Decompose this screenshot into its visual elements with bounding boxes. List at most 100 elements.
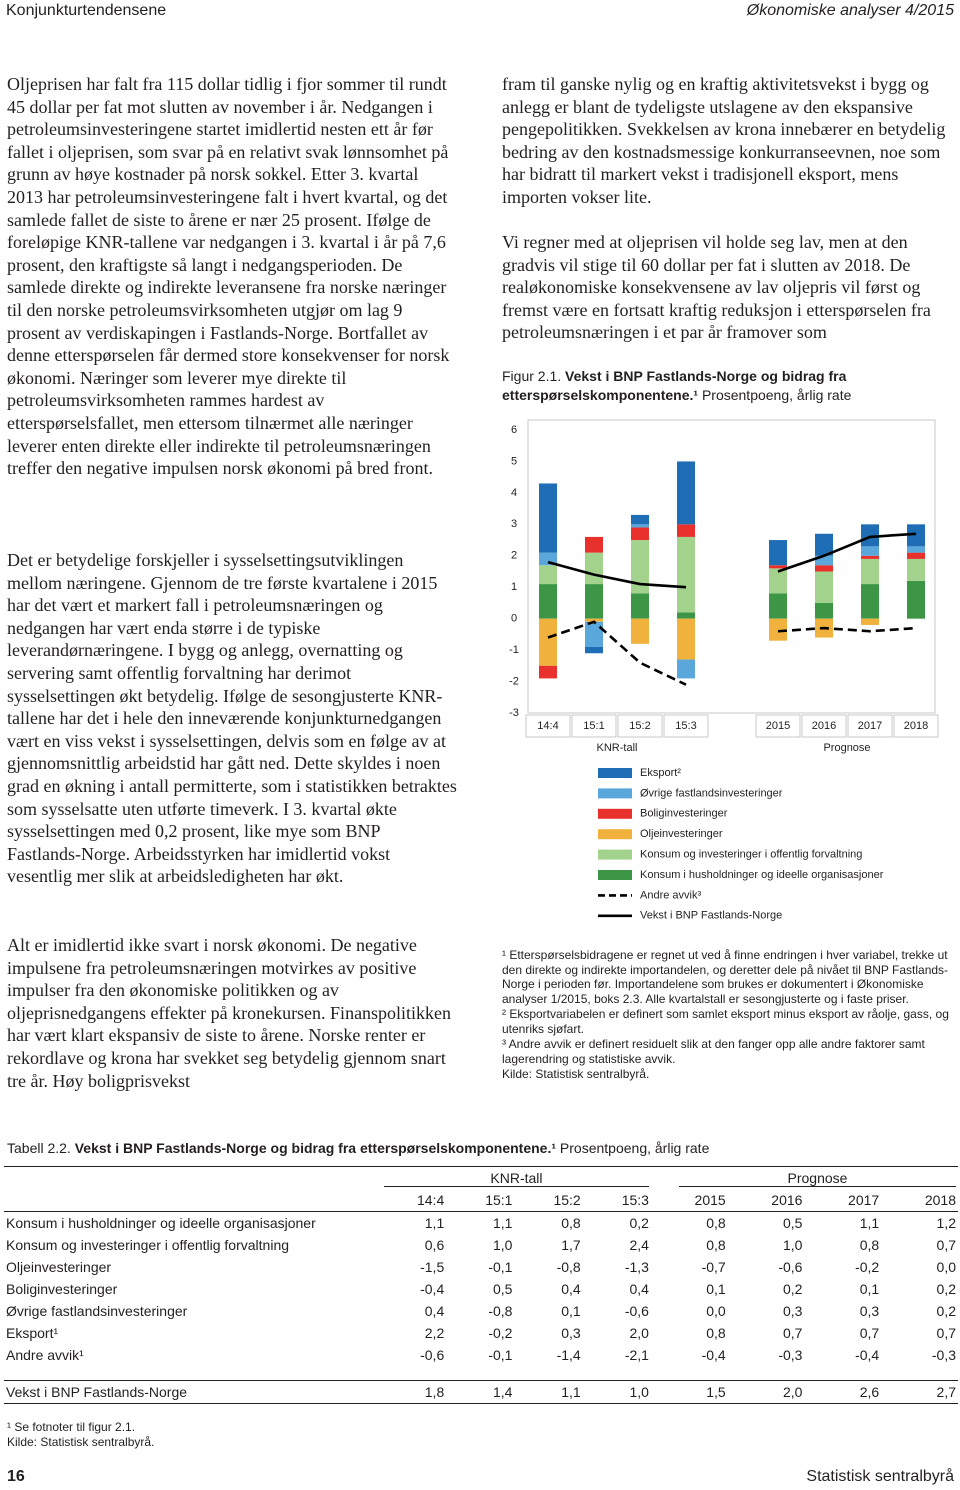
bar-segment xyxy=(585,584,603,619)
footnote: ¹ Etterspørselsbidragene er regnet ut ve… xyxy=(502,948,949,1006)
bar-segment xyxy=(631,618,649,644)
table-value: -1,5 xyxy=(420,1259,445,1275)
column-header: 2018 xyxy=(924,1192,956,1208)
chart: -3 -2 -1 0 1 2 3 4 5 6 14:4 15:1 15:2 15:3 2015 2016 201… xyxy=(509,419,939,922)
paragraph: Oljeprisen har falt fra 115 dollar tidli… xyxy=(7,74,450,479)
bar-segment xyxy=(539,584,557,619)
table-value: 0,4 xyxy=(561,1281,581,1297)
bar-segment xyxy=(861,618,879,625)
table-value: 0,5 xyxy=(782,1215,803,1231)
table-value: 1,0 xyxy=(629,1384,649,1400)
y-tick-label: 0 xyxy=(511,613,517,625)
row-label: Boliginvesteringer xyxy=(6,1281,118,1297)
table-value: 2,0 xyxy=(782,1384,803,1400)
group-header-text: Prognose xyxy=(678,1170,956,1187)
table-value: 0,8 xyxy=(706,1325,726,1341)
line xyxy=(547,560,687,589)
paragraph: fram til ganske nylig og en kraftig akti… xyxy=(502,74,946,207)
spacer-row xyxy=(4,1366,958,1381)
bar-segment xyxy=(815,571,833,603)
bar-segment xyxy=(815,602,833,619)
table-value: -0,1 xyxy=(488,1259,513,1275)
paragraph: Vi regner med at oljeprisen vil holde se… xyxy=(502,232,931,343)
table-value: 0,3 xyxy=(859,1303,880,1319)
bar-segment xyxy=(815,555,833,566)
table-value: 2,6 xyxy=(859,1384,880,1400)
column-header: 2015 xyxy=(694,1192,726,1208)
x-tick-label: 14:4 xyxy=(537,720,558,732)
running-head: Konjunkturtendensene xyxy=(6,2,167,19)
table: KNR-tall Prognose 14:4 15:1 15:2 15:3 2015 2016… xyxy=(4,1166,958,1404)
legend-label: Konsum i husholdninger og ideelle organi… xyxy=(640,869,884,881)
legend-label: Oljeinvesteringer xyxy=(640,828,723,840)
table-value: 0,7 xyxy=(936,1237,956,1253)
bar-segment xyxy=(631,514,649,525)
source: Kilde: Statistisk sentralbyrå. xyxy=(502,1067,650,1081)
bar-segment xyxy=(907,552,925,559)
page-number: 16 xyxy=(7,1468,25,1485)
bar-segment xyxy=(677,524,695,537)
group-header: KNR-tall xyxy=(378,1167,651,1190)
x-tick-label: 2018 xyxy=(904,720,928,732)
bar-segment xyxy=(539,618,557,666)
table-value: 0,0 xyxy=(936,1259,956,1275)
category-box xyxy=(571,714,617,738)
table-row: Eksport¹ 2,2 -0,2 0,3 2,0 0,8 0,7 0,7 0,7 xyxy=(4,1322,958,1344)
figure-label: Figur 2.1. xyxy=(502,368,562,384)
bar-segment xyxy=(907,580,925,619)
legend-swatch xyxy=(598,768,632,778)
table-value: 1,2 xyxy=(936,1215,956,1231)
table-value: 0,1 xyxy=(859,1281,880,1297)
table-value: -0,3 xyxy=(778,1347,803,1363)
header-cell xyxy=(4,1167,378,1190)
table-value: 0,8 xyxy=(706,1237,726,1253)
table-value: 0,5 xyxy=(493,1281,513,1297)
bar-segment xyxy=(769,565,787,569)
table-value: -0,2 xyxy=(488,1325,513,1341)
bar-segment xyxy=(585,552,603,585)
column-header: 2017 xyxy=(848,1192,880,1208)
category-box xyxy=(755,714,801,738)
legend-swatch xyxy=(598,829,632,840)
bar-segment xyxy=(769,618,787,641)
table-value: -0,8 xyxy=(488,1303,513,1319)
legend-swatch xyxy=(598,788,632,799)
table-value: -0,6 xyxy=(778,1259,803,1275)
legend-label: Eksport² xyxy=(640,767,681,779)
bar-segment xyxy=(769,540,787,566)
header-cell xyxy=(4,1189,378,1212)
category-box xyxy=(893,714,939,738)
table-value: 0,7 xyxy=(782,1325,803,1341)
y-tick-label: 2 xyxy=(511,550,517,562)
x-tick-label: 2016 xyxy=(812,720,836,732)
table-row: Konsum og investeringer i offentlig forv… xyxy=(4,1234,958,1256)
table-value: 2,7 xyxy=(936,1384,956,1400)
table-value: 2,0 xyxy=(629,1325,649,1341)
bar-segment xyxy=(861,584,879,619)
column-header: 15:2 xyxy=(553,1192,581,1208)
table-row: Øvrige fastlandsinvesteringer 0,4 -0,8 0,1 -… xyxy=(4,1300,958,1322)
bar-segment xyxy=(631,593,649,619)
x-tick-label: 15:3 xyxy=(675,720,696,732)
table-value: 0,6 xyxy=(424,1237,445,1253)
table-value: -0,3 xyxy=(931,1347,956,1363)
table-value: 1,1 xyxy=(493,1215,513,1231)
row-label: Andre avvik¹ xyxy=(6,1347,84,1363)
table-value: -0,6 xyxy=(624,1303,649,1319)
line xyxy=(547,620,687,686)
paragraph: Alt er imidlertid ikke svart i norsk øko… xyxy=(7,935,452,1091)
table-row: Andre avvik¹ -0,6 -0,1 -1,4 -2,1 -0,4 -0,3 -0,4… xyxy=(4,1344,958,1366)
table-value: -1,4 xyxy=(556,1347,581,1363)
legend-label: Vekst i BNP Fastlands-Norge xyxy=(640,910,782,922)
table-value: 1,1 xyxy=(424,1215,445,1231)
table-value: 2,4 xyxy=(629,1237,649,1253)
table-value: 0,8 xyxy=(561,1215,581,1231)
figure-title: Vekst i BNP Fastlands-Norge og bidrag fr… xyxy=(502,368,847,403)
table-row: Oljeinvesteringer -1,5 -0,1 -0,8 -1,3 -0,7 -0,… xyxy=(4,1256,958,1278)
table-value: -2,1 xyxy=(624,1347,649,1363)
table-value: 0,0 xyxy=(706,1303,726,1319)
figure-notes: ¹ Etterspørselsbidragene er regnet ut ve… xyxy=(502,948,954,1083)
y-tick-label: -1 xyxy=(509,644,519,656)
table-value: 1,1 xyxy=(859,1215,880,1231)
header-row: KNR-tall Prognose xyxy=(4,1166,958,1190)
